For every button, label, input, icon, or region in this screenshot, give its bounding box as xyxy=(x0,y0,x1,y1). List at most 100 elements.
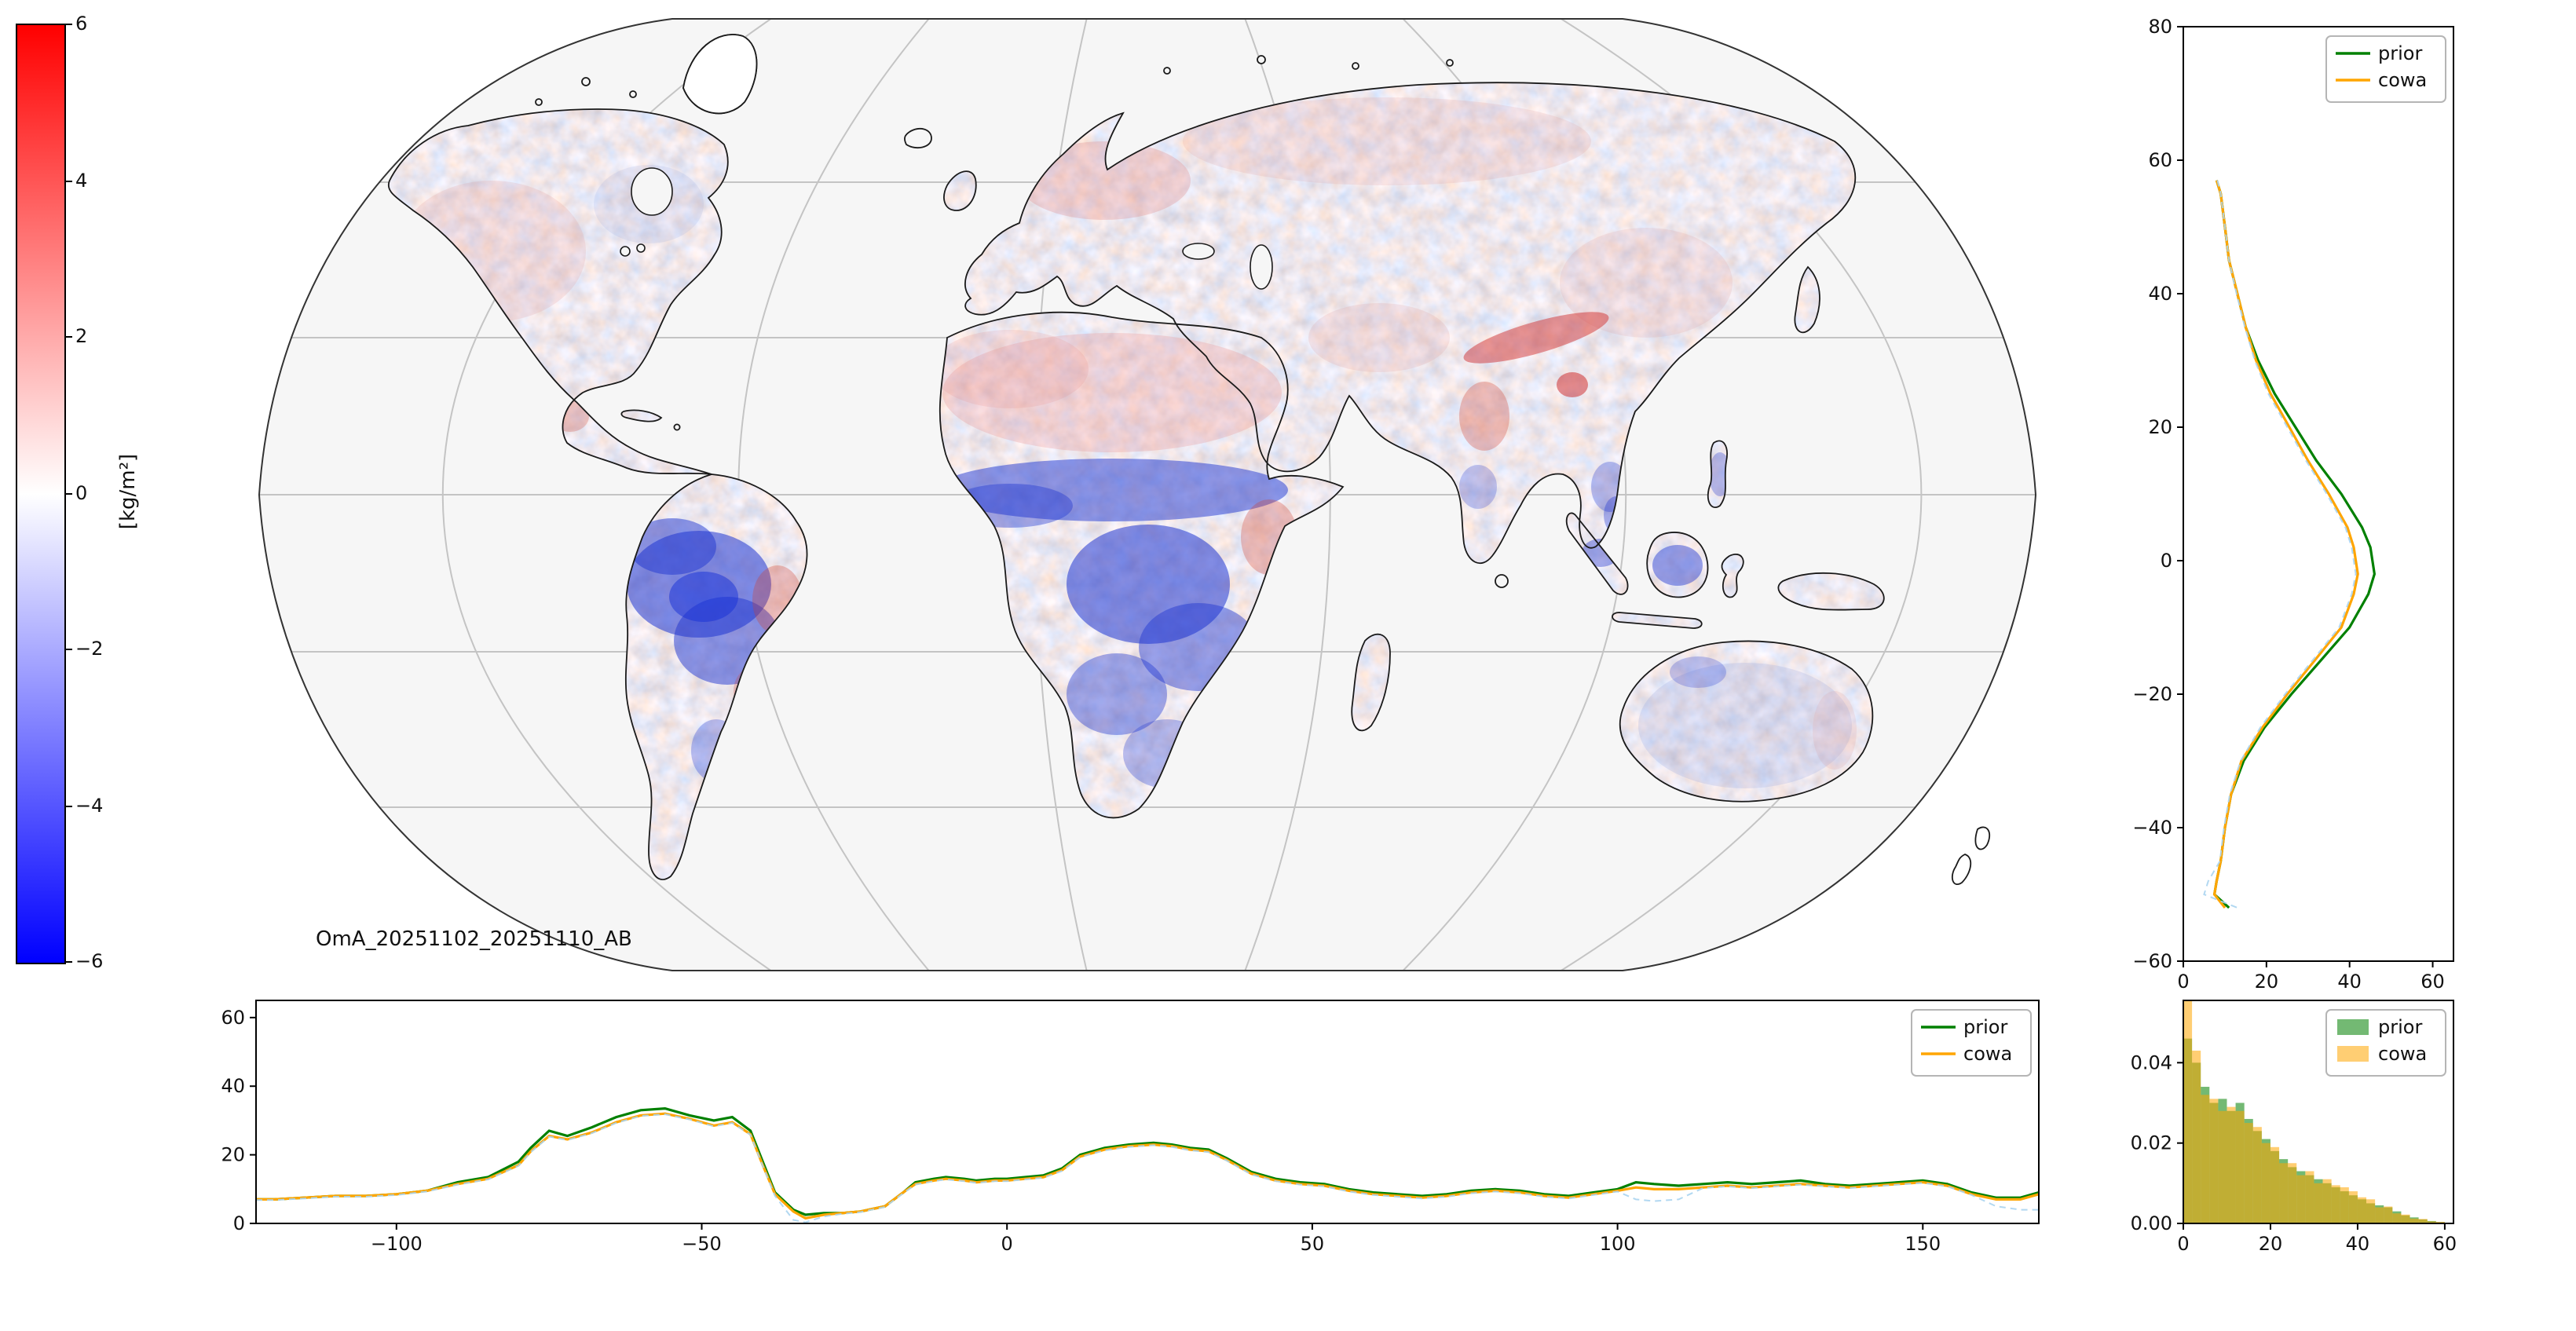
colorbar-gradient xyxy=(16,24,66,964)
colorbar-tick-mark xyxy=(66,24,72,25)
bar xyxy=(2314,1183,2323,1223)
x-tick-label: 0 xyxy=(2177,971,2189,989)
bar xyxy=(2410,1218,2419,1223)
bar xyxy=(2270,1146,2280,1223)
y-tick-label: 0.00 xyxy=(2131,1212,2172,1234)
bar xyxy=(2427,1221,2436,1223)
colorbar-tick-mark xyxy=(66,961,72,963)
y-tick-label: 60 xyxy=(221,1007,245,1029)
y-tick-label: 60 xyxy=(2148,149,2172,171)
legend-label-prior: prior xyxy=(1963,1016,2007,1038)
bar xyxy=(2305,1171,2314,1223)
x-tick-label: 0 xyxy=(2177,1233,2189,1255)
legend-label-cowa: cowa xyxy=(2378,1043,2427,1065)
bar xyxy=(2244,1123,2253,1223)
bar xyxy=(2401,1214,2410,1223)
colorbar-tick-label: −4 xyxy=(75,794,104,816)
small-islands xyxy=(535,55,1509,588)
bar xyxy=(2227,1106,2236,1223)
legend-label-cowa: cowa xyxy=(1963,1043,2012,1065)
y-tick-label: −40 xyxy=(2132,817,2172,839)
x-tick-label: 150 xyxy=(1905,1233,1941,1255)
bar xyxy=(2348,1191,2358,1223)
x-tick-label: 100 xyxy=(1600,1233,1636,1255)
world-map: OmA_20251102_20251110_AB xyxy=(258,18,2037,971)
x-tick-label: 20 xyxy=(2255,971,2279,989)
colorbar-unit-label: [kg/m²] xyxy=(117,453,141,530)
axes-frame xyxy=(2183,1000,2454,1224)
bar xyxy=(2201,1095,2210,1223)
bar xyxy=(2218,1110,2227,1223)
colorbar-tick-label: 0 xyxy=(75,481,88,503)
x-tick-label: 50 xyxy=(1301,1233,1325,1255)
lakes-and-seas xyxy=(620,167,1273,290)
colorbar-tick-mark xyxy=(66,336,72,338)
x-tick-label: 40 xyxy=(2346,1233,2370,1255)
bar xyxy=(2340,1187,2349,1223)
colorbar-tick-label: 2 xyxy=(75,325,88,347)
bar xyxy=(2296,1175,2306,1223)
series-layer xyxy=(256,1106,2039,1223)
x-tick-label: 60 xyxy=(2433,1233,2457,1255)
legend-label-cowa: cowa xyxy=(2378,69,2427,91)
colorbar-tick-mark xyxy=(66,649,72,650)
anomaly-patches xyxy=(397,97,1857,788)
colorbar-tick-label: 4 xyxy=(75,169,88,191)
y-tick-label: 0 xyxy=(233,1212,245,1234)
bar xyxy=(2435,1221,2445,1223)
bar xyxy=(2279,1163,2289,1223)
bar xyxy=(2375,1207,2384,1223)
plot-background xyxy=(256,1000,2039,1223)
bar xyxy=(2192,1050,2201,1223)
y-tick-label: 0 xyxy=(2161,550,2172,572)
series-prior xyxy=(256,1106,2039,1216)
bar xyxy=(2209,1099,2219,1223)
x-tick-label: 40 xyxy=(2337,971,2362,989)
series-layer xyxy=(2203,180,2377,909)
bar xyxy=(2392,1213,2402,1223)
y-tick-label: 20 xyxy=(221,1144,245,1166)
bar xyxy=(2418,1219,2428,1223)
y-tick-label: 0.04 xyxy=(2131,1051,2172,1073)
legend-label-prior: prior xyxy=(2378,42,2422,64)
x-tick-label: −50 xyxy=(682,1233,722,1255)
bar xyxy=(2366,1199,2376,1223)
colorbar-tick-mark xyxy=(66,492,72,494)
bar xyxy=(2384,1206,2393,1223)
bar xyxy=(2261,1143,2270,1223)
axes-frame xyxy=(255,1000,2040,1224)
y-tick-label: 20 xyxy=(2148,416,2172,438)
colorbar-tick-mark xyxy=(66,805,72,806)
colorbar-tick-label: −6 xyxy=(75,950,104,972)
bar xyxy=(2252,1127,2262,1223)
colorbar-tick-mark xyxy=(66,180,72,181)
y-tick-label: 80 xyxy=(2148,16,2172,38)
x-tick-label: 60 xyxy=(2420,971,2445,989)
y-tick-label: −20 xyxy=(2132,683,2172,705)
colorbar-tick-label: −2 xyxy=(75,638,104,660)
map-outline xyxy=(258,18,2037,971)
x-tick-label: 20 xyxy=(2259,1233,2283,1255)
plot-background xyxy=(2183,27,2453,961)
axes-frame xyxy=(2183,26,2454,962)
bar xyxy=(2183,1000,2193,1223)
histogram-chart: 0 20 40 60 0.00 0.02 0.04 prior cowa xyxy=(2131,1000,2457,1255)
x-tick-label: −100 xyxy=(371,1233,423,1255)
colorbar-tick-label: 6 xyxy=(75,13,88,35)
legend-label-prior: prior xyxy=(2378,1016,2422,1038)
x-tick-label: 0 xyxy=(1001,1233,1013,1255)
meridional-mean-chart: −100 −50 0 50 100 150 60 40 20 0 prior cowa xyxy=(221,1000,2040,1255)
bar xyxy=(2322,1179,2332,1223)
y-tick-label: −60 xyxy=(2132,950,2172,972)
bar xyxy=(2235,1110,2245,1223)
legend-swatch-cowa xyxy=(2337,1046,2369,1062)
y-tick-label: 40 xyxy=(2148,283,2172,305)
bar xyxy=(2357,1197,2367,1223)
series-unlabeled xyxy=(2203,180,2357,909)
map-annotation-label: OmA_20251102_20251110_AB xyxy=(316,927,632,951)
bar xyxy=(2331,1185,2340,1223)
y-tick-label: 40 xyxy=(221,1075,245,1097)
bar xyxy=(2288,1163,2297,1223)
zonal-mean-chart: 0 20 40 60 80 60 40 20 0 −20 −40 −60 prior cowa xyxy=(2132,16,2454,989)
